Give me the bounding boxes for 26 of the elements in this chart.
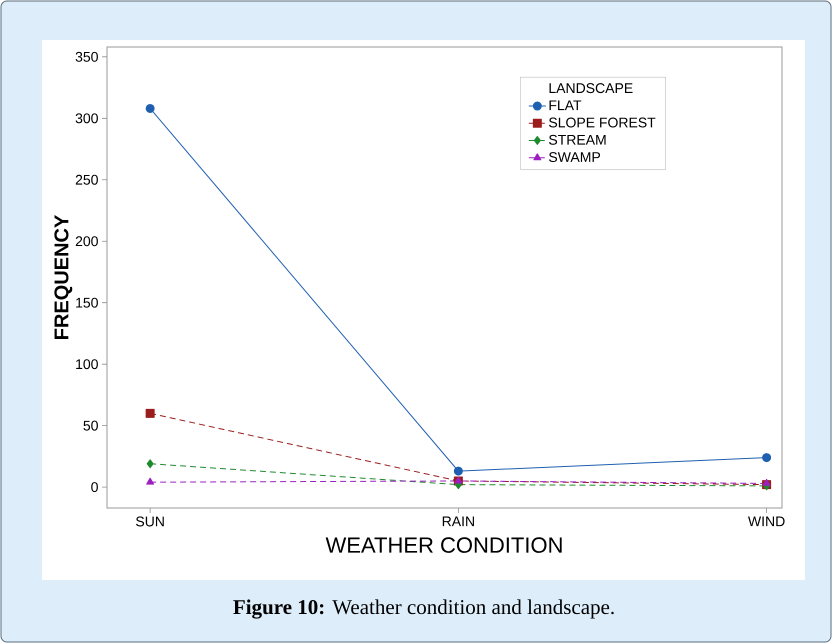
legend-label: SLOPE FOREST xyxy=(549,118,656,128)
x-tick-label: RAIN xyxy=(442,516,474,526)
x-tick-label: SUN xyxy=(136,516,164,526)
y-tick-label: 350 xyxy=(76,52,98,62)
y-tick-label: 100 xyxy=(76,359,98,370)
y-tick-label: 150 xyxy=(76,298,98,308)
y-axis-title: FREQUENCY xyxy=(54,215,72,339)
point xyxy=(146,459,154,468)
text: Figure 10: Weather condition and landscape. xyxy=(233,599,614,619)
x-tick-label: WIND xyxy=(748,516,785,526)
y-tick-label: 0 xyxy=(91,482,98,492)
point xyxy=(454,466,463,476)
legend-label: FLAT xyxy=(550,100,582,110)
y-tick-label: 250 xyxy=(76,174,98,185)
point xyxy=(762,453,772,462)
point xyxy=(762,478,771,486)
legend-label: SWAMP xyxy=(549,152,600,162)
x-axis-title: WEATHER CONDITION xyxy=(326,537,562,553)
point xyxy=(146,478,154,485)
y-tick-label: 200 xyxy=(76,236,98,246)
point xyxy=(146,104,155,113)
y-tick-label: 300 xyxy=(76,113,98,124)
legend-label: STREAM xyxy=(549,134,606,145)
legend-title: LANDSCAPE xyxy=(550,83,633,94)
point xyxy=(146,408,155,418)
y-tick-label: 50 xyxy=(83,420,98,431)
